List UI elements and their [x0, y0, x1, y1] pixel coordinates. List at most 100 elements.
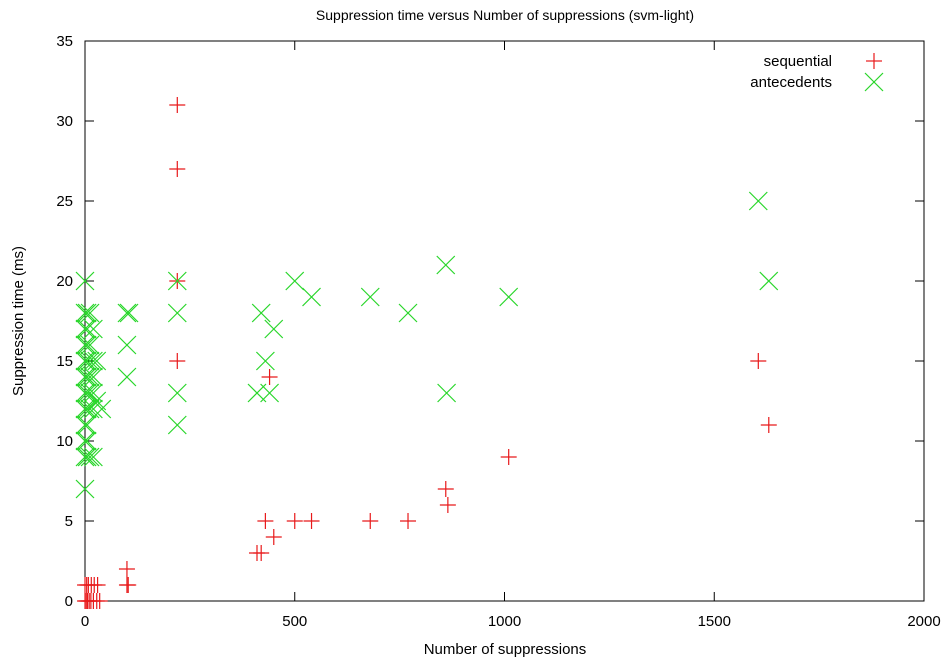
data-point-antecedents	[119, 303, 139, 323]
chart-title: Suppression time versus Number of suppre…	[316, 7, 694, 23]
data-point-antecedents	[75, 447, 95, 467]
data-point-antecedents	[92, 399, 112, 419]
data-point-antecedents	[260, 383, 280, 403]
axes: 0 500 1000 1500 2000 0 5 10 15 20 25 30 35	[56, 33, 940, 630]
data-point-antecedents	[436, 255, 456, 275]
data-point-antecedents	[75, 399, 95, 419]
data-point-sequential	[437, 481, 454, 497]
y-tick-label: 25	[56, 193, 73, 210]
legend: sequential antecedents	[750, 53, 884, 92]
data-point-sequential	[286, 513, 303, 529]
data-point-antecedents	[77, 415, 97, 435]
y-tick-label: 15	[56, 353, 73, 370]
data-point-antecedents	[75, 479, 95, 499]
data-point-sequential	[169, 353, 186, 369]
data-point-antecedents	[77, 399, 97, 419]
series-antecedents	[75, 191, 779, 499]
data-point-sequential	[750, 353, 767, 369]
plot-frame	[84, 40, 925, 602]
data-point-antecedents	[75, 319, 95, 339]
data-point-antecedents	[77, 367, 97, 387]
data-point-sequential	[500, 449, 517, 465]
data-point-antecedents	[264, 319, 284, 339]
x-axis-label: Number of suppressions	[424, 641, 587, 658]
data-point-antecedents	[80, 351, 100, 371]
data-point-antecedents	[77, 319, 97, 339]
data-point-antecedents	[80, 367, 100, 387]
data-point-antecedents	[75, 383, 95, 403]
data-point-antecedents	[80, 383, 100, 403]
data-point-antecedents	[75, 271, 95, 291]
data-point-antecedents	[83, 447, 103, 467]
data-point-antecedents	[77, 303, 97, 323]
data-point-antecedents	[437, 383, 457, 403]
data-point-sequential	[760, 417, 777, 433]
data-point-antecedents	[251, 303, 271, 323]
data-point-antecedents	[87, 391, 107, 411]
data-point-antecedents	[360, 287, 380, 307]
data-point-antecedents	[255, 351, 275, 371]
data-point-antecedents	[75, 303, 95, 323]
data-point-antecedents	[77, 431, 97, 451]
data-point-antecedents	[80, 335, 100, 355]
legend-label-sequential: sequential	[764, 53, 832, 70]
y-axis-label: Suppression time (ms)	[10, 246, 27, 396]
x-tick-label: 2000	[907, 613, 940, 630]
legend-marker-sequential	[866, 53, 882, 69]
data-point-antecedents	[117, 303, 137, 323]
y-tick-label: 10	[56, 433, 73, 450]
data-point-sequential	[362, 513, 379, 529]
data-point-antecedents	[117, 367, 137, 387]
data-point-antecedents	[80, 303, 100, 323]
data-point-sequential	[89, 577, 106, 593]
data-point-sequential	[169, 161, 186, 177]
data-point-antecedents	[77, 335, 97, 355]
x-tick-label: 1000	[488, 613, 521, 630]
data-point-antecedents	[499, 287, 519, 307]
y-tick-label: 35	[56, 33, 73, 50]
data-point-antecedents	[167, 383, 187, 403]
y-tick-label: 0	[65, 593, 73, 610]
x-tick-label: 1500	[698, 613, 731, 630]
data-point-antecedents	[83, 367, 103, 387]
data-marks	[75, 97, 779, 609]
data-point-antecedents	[83, 351, 103, 371]
data-point-antecedents	[75, 367, 95, 387]
data-point-antecedents	[167, 303, 187, 323]
data-point-antecedents	[80, 447, 100, 467]
data-point-antecedents	[398, 303, 418, 323]
data-point-antecedents	[77, 383, 97, 403]
data-point-sequential	[253, 545, 270, 561]
data-point-antecedents	[285, 271, 305, 291]
legend-label-antecedents: antecedents	[750, 74, 832, 91]
data-point-sequential	[400, 513, 417, 529]
data-point-sequential	[257, 513, 274, 529]
y-tick-label: 20	[56, 273, 73, 290]
data-point-sequential	[261, 369, 278, 385]
data-point-antecedents	[167, 415, 187, 435]
legend-marker-antecedents	[864, 72, 884, 92]
x-tick-label: 500	[282, 613, 307, 630]
data-point-antecedents	[83, 319, 103, 339]
data-point-antecedents	[80, 399, 100, 419]
data-point-sequential	[120, 577, 137, 593]
data-point-antecedents	[87, 351, 107, 371]
data-point-antecedents	[75, 431, 95, 451]
data-point-sequential	[265, 529, 282, 545]
y-tick-label: 30	[56, 113, 73, 130]
data-point-sequential	[439, 497, 456, 513]
data-point-sequential	[118, 561, 135, 577]
data-point-antecedents	[77, 447, 97, 467]
data-point-antecedents	[748, 191, 768, 211]
data-point-antecedents	[75, 335, 95, 355]
data-point-antecedents	[117, 335, 137, 355]
data-point-antecedents	[302, 287, 321, 307]
y-tick-label: 5	[65, 513, 73, 530]
data-point-antecedents	[75, 415, 95, 435]
data-point-sequential	[303, 513, 320, 529]
data-point-sequential	[91, 593, 108, 609]
data-point-antecedents	[167, 271, 187, 291]
series-sequential	[77, 97, 777, 609]
x-tick-label: 0	[81, 613, 89, 630]
